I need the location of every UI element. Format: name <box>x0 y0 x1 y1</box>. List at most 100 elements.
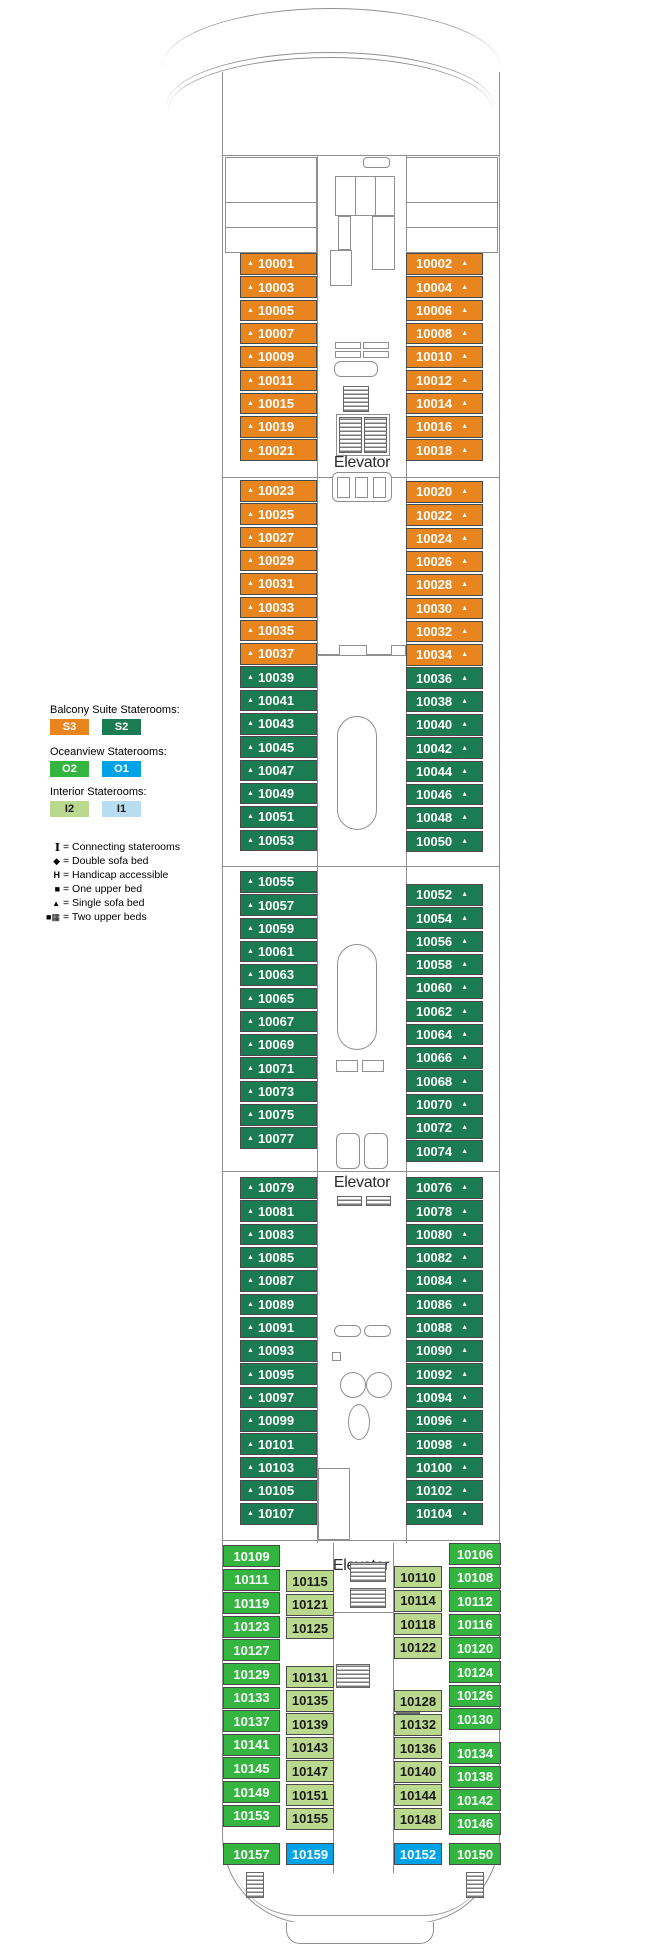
stateroom-10011[interactable]: ▲ 10011 <box>240 369 317 391</box>
stateroom-10077[interactable]: ▲ 10077 <box>240 1127 317 1149</box>
stateroom-10142[interactable]: 10142 <box>449 1789 501 1812</box>
stateroom-10125[interactable]: 10125 <box>286 1617 334 1640</box>
stateroom-10136[interactable]: 10136 <box>394 1737 442 1760</box>
stateroom-10048[interactable]: 10048 ▲ <box>406 807 483 829</box>
stateroom-10058[interactable]: 10058 ▲ <box>406 953 483 976</box>
stateroom-10141[interactable]: 10141 <box>223 1733 280 1756</box>
stateroom-10079[interactable]: ▲ 10079 <box>240 1177 317 1199</box>
stateroom-10157[interactable]: 10157 <box>223 1843 280 1865</box>
stateroom-10025[interactable]: ▲ 10025 <box>240 503 317 525</box>
stateroom-10023[interactable]: ▲ 10023 <box>240 480 317 502</box>
stateroom-10067[interactable]: ▲ 10067 <box>240 1010 317 1033</box>
stateroom-10129[interactable]: 10129 <box>223 1663 280 1685</box>
stateroom-10009[interactable]: ▲ 10009 <box>240 346 317 368</box>
stateroom-10085[interactable]: ▲ 10085 <box>240 1246 317 1269</box>
stateroom-10106[interactable]: 10106 <box>449 1543 501 1565</box>
stateroom-10021[interactable]: ▲ 10021 <box>240 439 317 461</box>
stateroom-10026[interactable]: 10026 ▲ <box>406 550 483 573</box>
stateroom-10008[interactable]: 10008 ▲ <box>406 322 483 345</box>
stateroom-10046[interactable]: 10046 ▲ <box>406 783 483 806</box>
stateroom-10051[interactable]: ▲ 10051 <box>240 806 317 828</box>
stateroom-10052[interactable]: 10052 ▲ <box>406 884 483 906</box>
stateroom-10035[interactable]: ▲ 10035 <box>240 619 317 642</box>
stateroom-10103[interactable]: ▲ 10103 <box>240 1456 317 1479</box>
stateroom-10133[interactable]: 10133 <box>223 1686 280 1709</box>
stateroom-10034[interactable]: 10034 ▲ <box>406 644 483 666</box>
stateroom-10124[interactable]: 10124 <box>449 1661 501 1683</box>
stateroom-10138[interactable]: 10138 <box>449 1765 501 1788</box>
stateroom-10029[interactable]: ▲ 10029 <box>240 549 317 572</box>
stateroom-10064[interactable]: 10064 ▲ <box>406 1023 483 1046</box>
stateroom-10094[interactable]: 10094 ▲ <box>406 1386 483 1409</box>
stateroom-10044[interactable]: 10044 ▲ <box>406 760 483 783</box>
stateroom-10087[interactable]: ▲ 10087 <box>240 1270 317 1292</box>
stateroom-10060[interactable]: 10060 ▲ <box>406 977 483 999</box>
stateroom-10005[interactable]: ▲ 10005 <box>240 299 317 322</box>
stateroom-10153[interactable]: 10153 <box>223 1804 280 1827</box>
stateroom-10148[interactable]: 10148 <box>394 1808 442 1830</box>
stateroom-10090[interactable]: 10090 ▲ <box>406 1340 483 1362</box>
stateroom-10027[interactable]: ▲ 10027 <box>240 526 317 549</box>
stateroom-10123[interactable]: 10123 <box>223 1615 280 1638</box>
stateroom-10075[interactable]: ▲ 10075 <box>240 1104 317 1126</box>
stateroom-10086[interactable]: 10086 ▲ <box>406 1293 483 1315</box>
stateroom-10040[interactable]: 10040 ▲ <box>406 714 483 736</box>
stateroom-10006[interactable]: 10006 ▲ <box>406 299 483 322</box>
stateroom-10032[interactable]: 10032 ▲ <box>406 620 483 643</box>
stateroom-10010[interactable]: 10010 ▲ <box>406 346 483 368</box>
stateroom-10097[interactable]: ▲ 10097 <box>240 1386 317 1409</box>
stateroom-10126[interactable]: 10126 <box>449 1684 501 1707</box>
stateroom-10114[interactable]: 10114 <box>394 1589 442 1612</box>
stateroom-10100[interactable]: 10100 ▲ <box>406 1456 483 1479</box>
stateroom-10001[interactable]: ▲ 10001 <box>240 253 317 275</box>
stateroom-10007[interactable]: ▲ 10007 <box>240 322 317 345</box>
stateroom-10105[interactable]: ▲ 10105 <box>240 1479 317 1502</box>
stateroom-10110[interactable]: 10110 <box>394 1566 442 1588</box>
stateroom-10080[interactable]: 10080 ▲ <box>406 1223 483 1246</box>
stateroom-10159[interactable]: 10159 <box>286 1843 334 1865</box>
stateroom-10102[interactable]: 10102 ▲ <box>406 1479 483 1502</box>
stateroom-10122[interactable]: 10122 <box>394 1636 442 1659</box>
stateroom-10144[interactable]: 10144 <box>394 1784 442 1807</box>
stateroom-10127[interactable]: 10127 <box>223 1639 280 1662</box>
stateroom-10150[interactable]: 10150 <box>449 1843 501 1865</box>
stateroom-10140[interactable]: 10140 <box>394 1760 442 1783</box>
stateroom-10002[interactable]: 10002 ▲ <box>406 253 483 275</box>
stateroom-10063[interactable]: ▲ 10063 <box>240 964 317 986</box>
stateroom-10056[interactable]: 10056 ▲ <box>406 930 483 953</box>
stateroom-10071[interactable]: ▲ 10071 <box>240 1057 317 1079</box>
stateroom-10143[interactable]: 10143 <box>286 1736 334 1759</box>
stateroom-10014[interactable]: 10014 ▲ <box>406 392 483 415</box>
stateroom-10132[interactable]: 10132 <box>394 1713 442 1736</box>
stateroom-10028[interactable]: 10028 ▲ <box>406 574 483 596</box>
stateroom-10131[interactable]: 10131 <box>286 1666 334 1688</box>
stateroom-10068[interactable]: 10068 ▲ <box>406 1070 483 1092</box>
stateroom-10104[interactable]: 10104 ▲ <box>406 1503 483 1525</box>
stateroom-10020[interactable]: 10020 ▲ <box>406 481 483 503</box>
stateroom-10036[interactable]: 10036 ▲ <box>406 667 483 689</box>
stateroom-10030[interactable]: 10030 ▲ <box>406 597 483 619</box>
stateroom-10053[interactable]: ▲ 10053 <box>240 829 317 851</box>
stateroom-10059[interactable]: ▲ 10059 <box>240 917 317 940</box>
stateroom-10074[interactable]: 10074 ▲ <box>406 1140 483 1162</box>
stateroom-10115[interactable]: 10115 <box>286 1570 334 1592</box>
stateroom-10042[interactable]: 10042 ▲ <box>406 737 483 759</box>
stateroom-10015[interactable]: ▲ 10015 <box>240 392 317 415</box>
stateroom-10065[interactable]: ▲ 10065 <box>240 987 317 1009</box>
stateroom-10082[interactable]: 10082 ▲ <box>406 1246 483 1269</box>
stateroom-10119[interactable]: 10119 <box>223 1592 280 1615</box>
stateroom-10107[interactable]: ▲ 10107 <box>240 1503 317 1525</box>
stateroom-10033[interactable]: ▲ 10033 <box>240 596 317 618</box>
stateroom-10135[interactable]: 10135 <box>286 1689 334 1712</box>
stateroom-10078[interactable]: 10078 ▲ <box>406 1200 483 1222</box>
stateroom-10088[interactable]: 10088 ▲ <box>406 1316 483 1339</box>
stateroom-10061[interactable]: ▲ 10061 <box>240 940 317 963</box>
stateroom-10076[interactable]: 10076 ▲ <box>406 1177 483 1199</box>
stateroom-10146[interactable]: 10146 <box>449 1812 501 1835</box>
stateroom-10004[interactable]: 10004 ▲ <box>406 276 483 298</box>
stateroom-10108[interactable]: 10108 <box>449 1566 501 1589</box>
stateroom-10121[interactable]: 10121 <box>286 1593 334 1616</box>
stateroom-10092[interactable]: 10092 ▲ <box>406 1363 483 1385</box>
stateroom-10057[interactable]: ▲ 10057 <box>240 894 317 916</box>
stateroom-10147[interactable]: 10147 <box>286 1760 334 1783</box>
